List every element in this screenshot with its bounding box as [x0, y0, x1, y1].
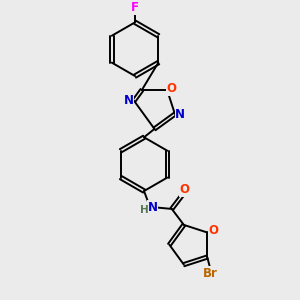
Text: F: F	[131, 2, 139, 14]
Text: Br: Br	[203, 267, 218, 280]
Text: O: O	[208, 224, 218, 238]
Text: O: O	[167, 82, 177, 95]
Text: H: H	[140, 206, 148, 215]
Text: N: N	[124, 94, 134, 107]
Text: N: N	[175, 108, 185, 121]
Text: O: O	[180, 183, 190, 196]
Text: N: N	[147, 201, 158, 214]
